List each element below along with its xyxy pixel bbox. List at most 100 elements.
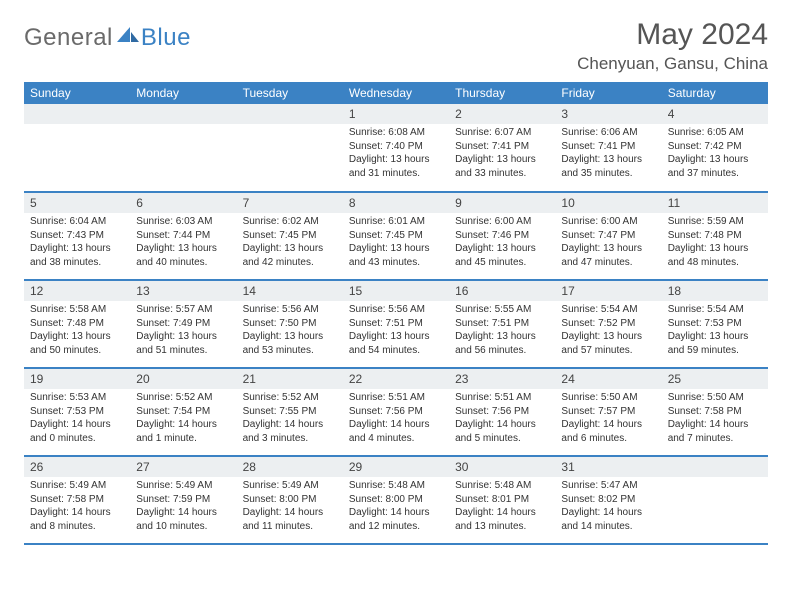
location: Chenyuan, Gansu, China — [577, 54, 768, 74]
sunset-line: Sunset: 7:47 PM — [561, 229, 655, 243]
sunrise-line: Sunrise: 5:51 AM — [455, 391, 549, 405]
sunrise-line: Sunrise: 5:53 AM — [30, 391, 124, 405]
day-details: Sunrise: 5:48 AMSunset: 8:00 PMDaylight:… — [343, 477, 449, 537]
sunset-line: Sunset: 7:54 PM — [136, 405, 230, 419]
day-details: Sunrise: 6:01 AMSunset: 7:45 PMDaylight:… — [343, 213, 449, 273]
sunrise-line: Sunrise: 6:00 AM — [455, 215, 549, 229]
day-details — [237, 124, 343, 184]
sunset-line: Sunset: 7:53 PM — [668, 317, 762, 331]
day-details: Sunrise: 5:50 AMSunset: 7:58 PMDaylight:… — [662, 389, 768, 449]
day-number: 1 — [343, 104, 449, 124]
sunset-line: Sunset: 7:51 PM — [455, 317, 549, 331]
daylight-line: Daylight: 13 hours and 43 minutes. — [349, 242, 443, 269]
day-details: Sunrise: 6:05 AMSunset: 7:42 PMDaylight:… — [662, 124, 768, 184]
logo-text-blue: Blue — [141, 24, 191, 52]
day-details: Sunrise: 5:57 AMSunset: 7:49 PMDaylight:… — [130, 301, 236, 361]
daylight-line: Daylight: 13 hours and 31 minutes. — [349, 153, 443, 180]
calendar-cell — [662, 456, 768, 544]
daylight-line: Daylight: 13 hours and 47 minutes. — [561, 242, 655, 269]
sunset-line: Sunset: 7:50 PM — [243, 317, 337, 331]
calendar-cell: 9Sunrise: 6:00 AMSunset: 7:46 PMDaylight… — [449, 192, 555, 280]
day-details: Sunrise: 5:59 AMSunset: 7:48 PMDaylight:… — [662, 213, 768, 273]
sunrise-line: Sunrise: 6:01 AM — [349, 215, 443, 229]
sunrise-line: Sunrise: 5:49 AM — [30, 479, 124, 493]
day-number: 20 — [130, 369, 236, 389]
calendar-cell: 11Sunrise: 5:59 AMSunset: 7:48 PMDayligh… — [662, 192, 768, 280]
sunrise-line: Sunrise: 6:05 AM — [668, 126, 762, 140]
day-number: 11 — [662, 193, 768, 213]
calendar-cell: 16Sunrise: 5:55 AMSunset: 7:51 PMDayligh… — [449, 280, 555, 368]
daylight-line: Daylight: 13 hours and 53 minutes. — [243, 330, 337, 357]
calendar-cell: 5Sunrise: 6:04 AMSunset: 7:43 PMDaylight… — [24, 192, 130, 280]
daylight-line: Daylight: 14 hours and 8 minutes. — [30, 506, 124, 533]
daylight-line: Daylight: 13 hours and 56 minutes. — [455, 330, 549, 357]
sunset-line: Sunset: 7:56 PM — [349, 405, 443, 419]
day-number: 19 — [24, 369, 130, 389]
day-details: Sunrise: 6:00 AMSunset: 7:46 PMDaylight:… — [449, 213, 555, 273]
sunset-line: Sunset: 7:52 PM — [561, 317, 655, 331]
daylight-line: Daylight: 14 hours and 5 minutes. — [455, 418, 549, 445]
sunrise-line: Sunrise: 5:48 AM — [455, 479, 549, 493]
calendar-week-row: 26Sunrise: 5:49 AMSunset: 7:58 PMDayligh… — [24, 456, 768, 544]
day-number — [662, 457, 768, 477]
daylight-line: Daylight: 13 hours and 50 minutes. — [30, 330, 124, 357]
day-details: Sunrise: 5:49 AMSunset: 8:00 PMDaylight:… — [237, 477, 343, 537]
sunset-line: Sunset: 7:53 PM — [30, 405, 124, 419]
calendar-cell: 2Sunrise: 6:07 AMSunset: 7:41 PMDaylight… — [449, 104, 555, 192]
daylight-line: Daylight: 14 hours and 11 minutes. — [243, 506, 337, 533]
daylight-line: Daylight: 14 hours and 6 minutes. — [561, 418, 655, 445]
calendar-cell: 15Sunrise: 5:56 AMSunset: 7:51 PMDayligh… — [343, 280, 449, 368]
day-details: Sunrise: 6:07 AMSunset: 7:41 PMDaylight:… — [449, 124, 555, 184]
day-details: Sunrise: 5:58 AMSunset: 7:48 PMDaylight:… — [24, 301, 130, 361]
daylight-line: Daylight: 13 hours and 40 minutes. — [136, 242, 230, 269]
sunset-line: Sunset: 8:00 PM — [243, 493, 337, 507]
calendar-cell — [24, 104, 130, 192]
calendar-cell: 13Sunrise: 5:57 AMSunset: 7:49 PMDayligh… — [130, 280, 236, 368]
sunrise-line: Sunrise: 6:04 AM — [30, 215, 124, 229]
day-details: Sunrise: 6:06 AMSunset: 7:41 PMDaylight:… — [555, 124, 661, 184]
daylight-line: Daylight: 13 hours and 42 minutes. — [243, 242, 337, 269]
daylight-line: Daylight: 14 hours and 7 minutes. — [668, 418, 762, 445]
sunrise-line: Sunrise: 6:08 AM — [349, 126, 443, 140]
sunrise-line: Sunrise: 5:59 AM — [668, 215, 762, 229]
day-number — [130, 104, 236, 124]
daylight-line: Daylight: 14 hours and 1 minute. — [136, 418, 230, 445]
logo-sail-icon — [117, 25, 139, 48]
day-number — [24, 104, 130, 124]
sunrise-line: Sunrise: 5:51 AM — [349, 391, 443, 405]
logo: General Blue — [24, 18, 191, 52]
day-details: Sunrise: 5:56 AMSunset: 7:50 PMDaylight:… — [237, 301, 343, 361]
daylight-line: Daylight: 14 hours and 13 minutes. — [455, 506, 549, 533]
daylight-line: Daylight: 14 hours and 3 minutes. — [243, 418, 337, 445]
sunset-line: Sunset: 7:59 PM — [136, 493, 230, 507]
sunrise-line: Sunrise: 5:56 AM — [243, 303, 337, 317]
daylight-line: Daylight: 13 hours and 59 minutes. — [668, 330, 762, 357]
day-number: 31 — [555, 457, 661, 477]
sunset-line: Sunset: 7:42 PM — [668, 140, 762, 154]
day-number: 15 — [343, 281, 449, 301]
weekday-header: Tuesday — [237, 82, 343, 104]
day-details — [130, 124, 236, 184]
logo-text-general: General — [24, 24, 113, 52]
day-number: 25 — [662, 369, 768, 389]
sunset-line: Sunset: 7:58 PM — [668, 405, 762, 419]
day-details: Sunrise: 5:47 AMSunset: 8:02 PMDaylight:… — [555, 477, 661, 537]
sunset-line: Sunset: 7:45 PM — [349, 229, 443, 243]
weekday-header: Monday — [130, 82, 236, 104]
sunset-line: Sunset: 7:44 PM — [136, 229, 230, 243]
day-details: Sunrise: 5:55 AMSunset: 7:51 PMDaylight:… — [449, 301, 555, 361]
sunset-line: Sunset: 7:41 PM — [455, 140, 549, 154]
sunrise-line: Sunrise: 6:00 AM — [561, 215, 655, 229]
day-number: 29 — [343, 457, 449, 477]
weekday-header-row: SundayMondayTuesdayWednesdayThursdayFrid… — [24, 82, 768, 104]
calendar-cell: 19 Sunrise: 5:53 AMSunset: 7:53 PMDayligh… — [24, 368, 130, 456]
sunset-line: Sunset: 7:46 PM — [455, 229, 549, 243]
sunset-line: Sunset: 7:57 PM — [561, 405, 655, 419]
header-bar: General Blue May 2024 Chenyuan, Gansu, C… — [24, 18, 768, 74]
daylight-line: Daylight: 14 hours and 0 minutes. — [30, 418, 124, 445]
day-number: 10 — [555, 193, 661, 213]
calendar-cell: 29Sunrise: 5:48 AMSunset: 8:00 PMDayligh… — [343, 456, 449, 544]
sunrise-line: Sunrise: 5:58 AM — [30, 303, 124, 317]
day-number: 3 — [555, 104, 661, 124]
sunset-line: Sunset: 7:48 PM — [30, 317, 124, 331]
